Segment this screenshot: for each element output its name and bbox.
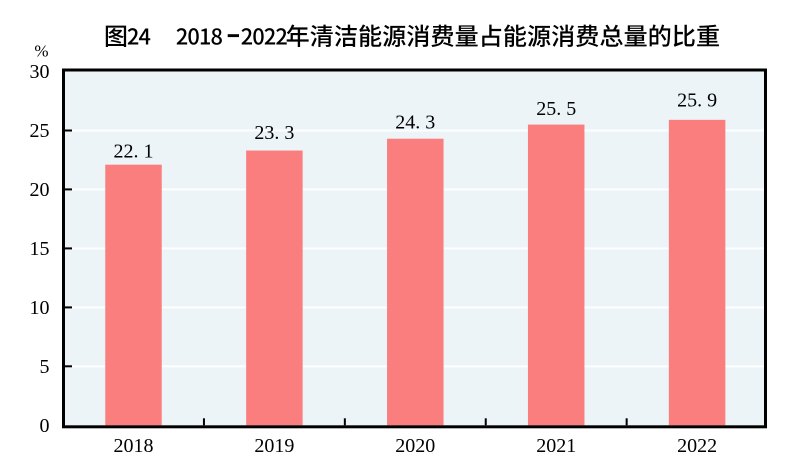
svg-text:5: 5 (40, 356, 50, 378)
svg-text:%: % (34, 42, 48, 61)
svg-text:25. 9: 25. 9 (677, 90, 717, 112)
svg-text:2019: 2019 (254, 435, 294, 457)
svg-text:30: 30 (30, 61, 50, 83)
svg-text:10: 10 (30, 297, 50, 319)
svg-text:2021: 2021 (536, 435, 576, 457)
svg-text:2020: 2020 (395, 435, 435, 457)
svg-text:22. 1: 22. 1 (114, 141, 154, 163)
svg-text:2022: 2022 (677, 435, 717, 457)
svg-text:25: 25 (30, 120, 50, 142)
svg-text:25. 5: 25. 5 (536, 98, 576, 120)
svg-text:2018: 2018 (114, 435, 154, 457)
svg-text:15: 15 (30, 238, 50, 260)
svg-text:20: 20 (30, 179, 50, 201)
svg-text:23. 3: 23. 3 (254, 122, 294, 144)
svg-text:24. 3: 24. 3 (395, 112, 435, 134)
svg-text:0: 0 (40, 415, 50, 437)
